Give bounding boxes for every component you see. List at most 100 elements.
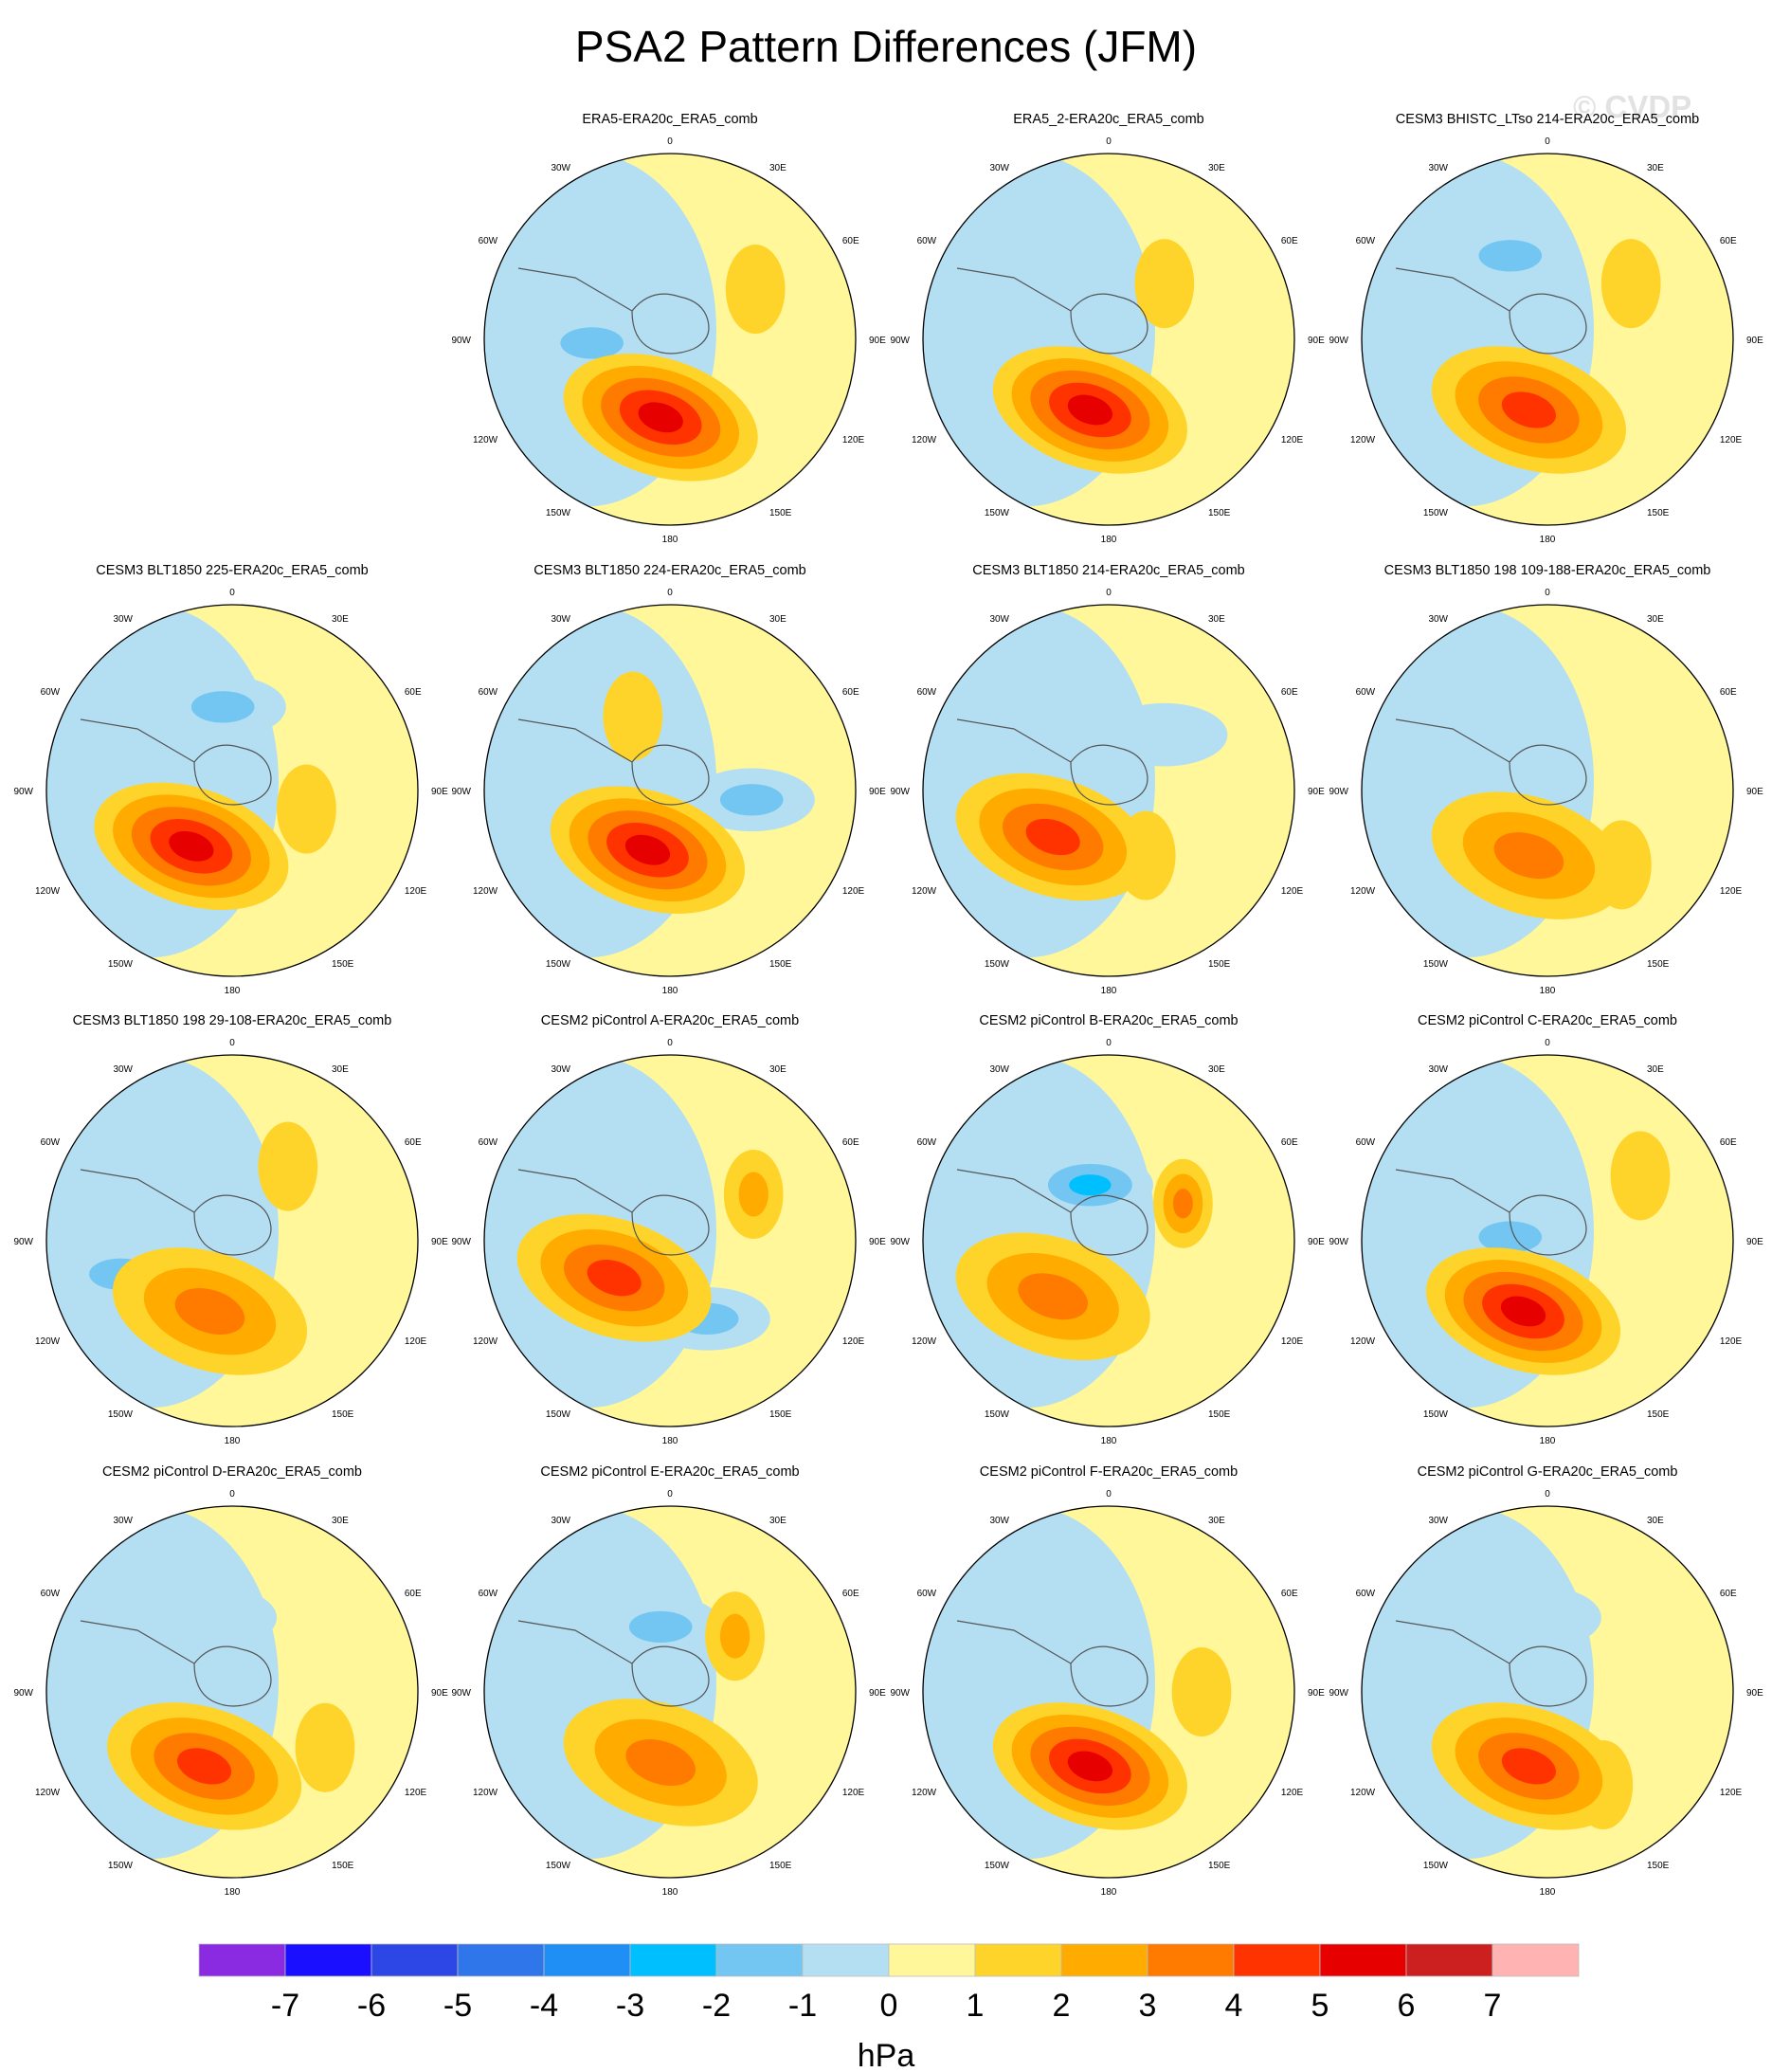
peninsula-coastline xyxy=(80,1169,195,1213)
anomaly-field xyxy=(484,154,856,525)
longitude-label: 90W xyxy=(1329,1237,1348,1247)
colorbar-tick-label: -1 xyxy=(788,1988,817,2024)
trough-contour xyxy=(150,1586,278,1649)
longitude-label: 120W xyxy=(1350,435,1376,445)
longitude-label: 90W xyxy=(1329,1688,1348,1699)
peninsula-coastline xyxy=(956,1620,1072,1664)
longitude-label: 120W xyxy=(912,1788,937,1798)
longitude-label: 90E xyxy=(431,1237,448,1247)
longitude-label: 0 xyxy=(1106,1038,1112,1048)
longitude-label: 90E xyxy=(869,336,886,346)
longitude-label: 180 xyxy=(662,1887,678,1898)
longitude-label: 150W xyxy=(1423,1409,1449,1420)
longitude-label: 60W xyxy=(41,687,61,698)
anomaly-field xyxy=(46,1055,418,1427)
longitude-label: 120E xyxy=(405,886,427,897)
trough-contour xyxy=(628,1610,693,1644)
map-panel: CESM2 piControl E-ERA20c_ERA5_comb 0 30E 60… xyxy=(451,1464,886,1898)
colorbar-tick-label: 1 xyxy=(967,1988,985,2024)
longitude-label: 150W xyxy=(546,959,571,970)
longitude-label: 150E xyxy=(1647,1409,1670,1420)
positive-contour xyxy=(1067,394,1113,426)
coastline xyxy=(1509,1645,1587,1707)
longitude-label: 60W xyxy=(1356,1589,1376,1599)
colorbar-swatch xyxy=(802,1943,890,1977)
longitude-label: 90E xyxy=(869,1237,886,1247)
peninsula-coastline xyxy=(1395,1620,1510,1664)
peninsula-coastline xyxy=(1395,1169,1510,1213)
trough-contour xyxy=(560,327,624,359)
longitude-label: 150W xyxy=(108,1861,134,1871)
longitude-label: 150W xyxy=(985,1409,1010,1420)
longitude-label: 60W xyxy=(479,236,498,246)
longitude-label: 30W xyxy=(1428,1064,1448,1075)
longitude-label: 60W xyxy=(917,1137,937,1148)
map-panel: CESM2 piControl D-ERA20c_ERA5_comb 0 30E 60… xyxy=(13,1464,448,1898)
panel-title: CESM2 piControl E-ERA20c_ERA5_comb xyxy=(540,1464,799,1480)
anomaly-field xyxy=(484,605,856,976)
map-panel: CESM3 BLT1850 225-ERA20c_ERA5_comb 0 30E 60… xyxy=(13,563,448,996)
peninsula-coastline xyxy=(517,718,633,763)
ridge-contour xyxy=(258,1121,318,1211)
longitude-label: 60E xyxy=(842,687,859,698)
longitude-label: 120W xyxy=(473,435,498,445)
longitude-label: 60E xyxy=(842,1137,859,1148)
figure-title: PSA2 Pattern Differences (JFM) xyxy=(574,22,1198,71)
peninsula-coastline xyxy=(517,1169,633,1213)
longitude-label: 60W xyxy=(1356,236,1376,246)
longitude-label: 60E xyxy=(405,1589,422,1599)
longitude-label: 0 xyxy=(667,1489,673,1499)
anomaly-field xyxy=(923,605,1294,976)
longitude-label: 120W xyxy=(1350,886,1376,897)
longitude-label: 0 xyxy=(667,136,673,147)
longitude-label: 150E xyxy=(332,1409,354,1420)
peninsula-coastline xyxy=(956,718,1072,763)
longitude-label: 30W xyxy=(1428,1516,1448,1526)
longitude-label: 60W xyxy=(479,1137,498,1148)
anomaly-field xyxy=(1362,1055,1733,1427)
peninsula-coastline xyxy=(517,267,633,312)
coastline xyxy=(631,1194,710,1256)
longitude-label: 0 xyxy=(667,1038,673,1048)
ridge-contour xyxy=(1171,1646,1232,1737)
longitude-label: 90W xyxy=(451,336,471,346)
longitude-label: 120W xyxy=(912,435,937,445)
longitude-label: 150W xyxy=(108,959,134,970)
longitude-label: 30E xyxy=(1647,1516,1664,1526)
longitude-label: 60W xyxy=(479,687,498,698)
longitude-label: 90W xyxy=(451,787,471,797)
trough-contour xyxy=(719,784,784,816)
positive-contour xyxy=(625,1738,696,1786)
longitude-label: 90E xyxy=(1746,1688,1763,1699)
longitude-label: 30W xyxy=(113,1064,133,1075)
longitude-label: 0 xyxy=(229,1489,235,1499)
ridge-contour xyxy=(1600,239,1661,329)
longitude-label: 120E xyxy=(1281,886,1304,897)
longitude-label: 90W xyxy=(890,336,910,346)
longitude-label: 150W xyxy=(985,1861,1010,1871)
longitude-label: 180 xyxy=(225,986,241,996)
map-outline xyxy=(45,604,419,977)
longitude-label: 0 xyxy=(1106,1489,1112,1499)
trough-contour xyxy=(1101,702,1228,767)
coastline xyxy=(631,744,710,806)
peninsula-coastline xyxy=(956,267,1072,312)
longitude-label: 30E xyxy=(1208,163,1225,173)
longitude-label: 30E xyxy=(1208,1516,1225,1526)
longitude-label: 60E xyxy=(842,236,859,246)
trough-contour xyxy=(190,691,255,723)
longitude-label: 90E xyxy=(1308,1688,1325,1699)
longitude-label: 120W xyxy=(1350,1336,1376,1347)
map-panel: CESM2 piControl B-ERA20c_ERA5_comb 0 30E 60… xyxy=(890,1013,1325,1446)
colorbar-swatch xyxy=(1492,1943,1580,1977)
longitude-label: 90E xyxy=(431,1688,448,1699)
trough-contour xyxy=(1069,1174,1112,1196)
peninsula-coastline xyxy=(1395,267,1510,312)
longitude-label: 60E xyxy=(405,1137,422,1148)
longitude-label: 120W xyxy=(473,1788,498,1798)
longitude-label: 180 xyxy=(225,1436,241,1446)
longitude-label: 180 xyxy=(1540,535,1556,545)
peninsula-coastline xyxy=(956,1169,1072,1213)
longitude-label: 150E xyxy=(332,959,354,970)
map-panel: CESM3 BHISTC_LTso 214-ERA20c_ERA5_comb 0 3… xyxy=(1329,112,1763,545)
